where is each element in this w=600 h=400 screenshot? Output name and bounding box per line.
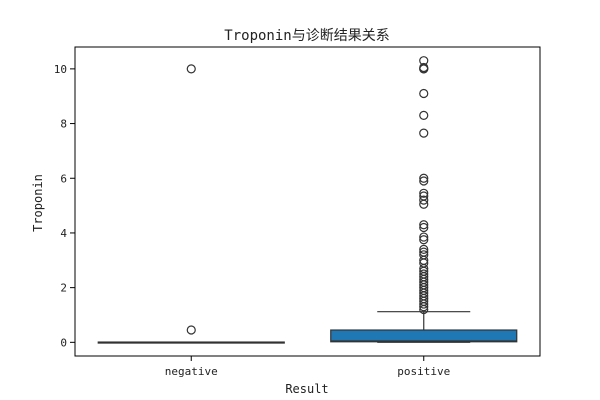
outlier-point bbox=[186, 64, 196, 74]
y-tick-label: 8 bbox=[60, 118, 67, 131]
outlier-point bbox=[419, 188, 429, 198]
outlier-point bbox=[419, 302, 429, 312]
outlier-point bbox=[419, 128, 429, 138]
x-tick-label: negative bbox=[165, 365, 218, 378]
plot-frame bbox=[74, 46, 541, 357]
y-tick-label: 6 bbox=[60, 172, 67, 185]
outlier-point bbox=[419, 88, 429, 99]
outlier-point bbox=[419, 232, 429, 242]
outlier-point bbox=[419, 299, 429, 309]
x-axis-label: Result bbox=[285, 382, 328, 396]
outlier-point bbox=[419, 222, 429, 233]
outlier-point bbox=[419, 173, 429, 183]
x-tick-label: positive bbox=[397, 365, 450, 378]
box-positive bbox=[330, 329, 518, 343]
outlier-point bbox=[419, 199, 429, 209]
outlier-point bbox=[419, 235, 429, 245]
y-axis-label: Troponin bbox=[31, 174, 45, 232]
outlier-point bbox=[419, 176, 429, 186]
outlier-point bbox=[419, 304, 429, 315]
plot-area: 0 2 4 6 8 10 negative positive bbox=[54, 46, 541, 378]
outlier-point bbox=[419, 64, 429, 74]
outlier-point bbox=[419, 220, 429, 230]
outlier-point bbox=[419, 195, 429, 205]
y-tick-label: 0 bbox=[60, 336, 67, 349]
outlier-point bbox=[419, 244, 429, 254]
y-tick-label: 10 bbox=[54, 63, 67, 76]
outlier-point bbox=[419, 110, 429, 120]
outlier-point bbox=[186, 325, 196, 335]
y-tick-label: 4 bbox=[60, 227, 67, 240]
chart-title: Troponin与诊断结果关系 bbox=[224, 28, 389, 44]
y-tick-label: 2 bbox=[60, 282, 67, 295]
